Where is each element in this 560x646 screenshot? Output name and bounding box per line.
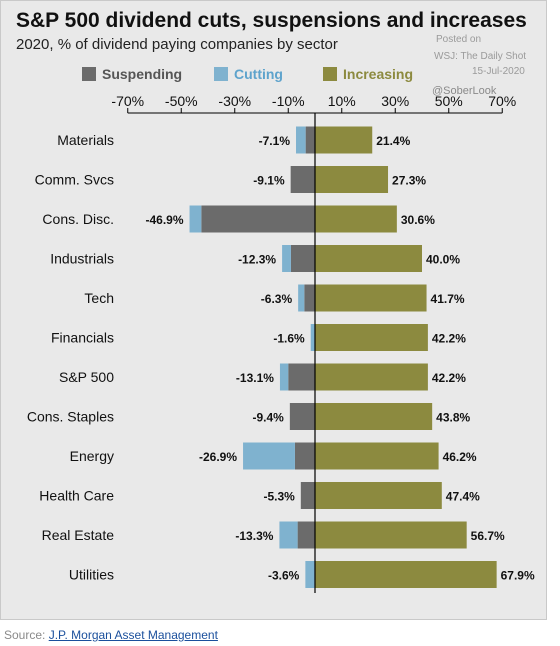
cutting-bar-3 bbox=[282, 245, 291, 272]
increasing-bar-10 bbox=[315, 521, 467, 549]
cutting-bar-0 bbox=[296, 126, 306, 154]
increase-label-4: 41.7% bbox=[431, 292, 465, 306]
increasing-bar-11 bbox=[315, 561, 497, 588]
suspending-bar-4 bbox=[304, 284, 315, 312]
increase-label-3: 40.0% bbox=[426, 253, 460, 267]
increase-label-5: 42.2% bbox=[432, 332, 466, 346]
chart-subtitle: 2020, % of dividend paying companies by … bbox=[16, 36, 338, 53]
legend-suspending: Suspending bbox=[82, 66, 182, 82]
suspending-bar-3 bbox=[290, 245, 315, 272]
cut-total-label-3: -12.3% bbox=[238, 253, 276, 267]
cutting-bar-8 bbox=[243, 442, 295, 470]
increasing-bar-7 bbox=[315, 403, 433, 430]
legend-suspending-swatch bbox=[82, 67, 96, 81]
increase-label-2: 30.6% bbox=[401, 213, 435, 227]
cutting-bar-6 bbox=[279, 363, 289, 391]
increasing-bar-8 bbox=[315, 442, 439, 470]
increase-label-8: 46.2% bbox=[443, 450, 477, 464]
x-tick-label-2: -30% bbox=[218, 93, 251, 109]
category-label-4: Tech bbox=[84, 290, 114, 306]
watermark-date: 15-Jul-2020 bbox=[472, 66, 525, 77]
suspending-bar-10 bbox=[297, 521, 315, 549]
category-label-3: Industrials bbox=[50, 251, 114, 267]
increasing-bar-1 bbox=[315, 166, 389, 193]
cut-total-label-7: -9.4% bbox=[252, 411, 284, 425]
chart-frame bbox=[0, 0, 547, 620]
cutting-bar-2 bbox=[189, 205, 202, 233]
x-tick-label-1: -50% bbox=[165, 93, 198, 109]
source-label: Source: bbox=[4, 628, 46, 642]
category-label-7: Cons. Staples bbox=[27, 409, 114, 425]
suspending-bar-7 bbox=[289, 403, 315, 430]
cutting-bar-10 bbox=[279, 521, 298, 549]
legend-cutting-label: Cutting bbox=[234, 66, 283, 82]
category-label-8: Energy bbox=[70, 448, 114, 464]
cut-total-label-4: -6.3% bbox=[261, 292, 293, 306]
category-label-10: Real Estate bbox=[42, 527, 115, 543]
category-label-9: Health Care bbox=[39, 488, 114, 504]
source-link[interactable]: J.P. Morgan Asset Management bbox=[48, 628, 218, 642]
cutting-bar-4 bbox=[298, 284, 305, 312]
legend-increasing-label: Increasing bbox=[343, 66, 414, 82]
x-tick-label-3: -10% bbox=[272, 93, 305, 109]
cut-total-label-5: -1.6% bbox=[273, 332, 305, 346]
suspending-bar-0 bbox=[305, 126, 315, 154]
category-label-2: Cons. Disc. bbox=[42, 211, 114, 227]
watermark-posted-on: Posted on bbox=[436, 34, 482, 45]
category-label-0: Materials bbox=[57, 132, 114, 148]
increase-label-11: 67.9% bbox=[501, 569, 535, 583]
increase-label-1: 27.3% bbox=[392, 174, 426, 188]
cut-total-label-1: -9.1% bbox=[253, 174, 285, 188]
legend-suspending-label: Suspending bbox=[102, 66, 183, 82]
cutting-bar-11 bbox=[305, 561, 315, 588]
legend-cutting-swatch bbox=[214, 67, 228, 81]
cutting-bar-5 bbox=[310, 324, 315, 351]
x-tick-label-6: 50% bbox=[435, 93, 463, 109]
cut-total-label-10: -13.3% bbox=[235, 529, 273, 543]
increase-label-0: 21.4% bbox=[376, 134, 410, 148]
cut-total-label-6: -13.1% bbox=[236, 371, 274, 385]
category-label-1: Comm. Svcs bbox=[35, 172, 114, 188]
category-label-5: Financials bbox=[51, 330, 114, 346]
increasing-bar-2 bbox=[315, 205, 397, 233]
increase-label-6: 42.2% bbox=[432, 371, 466, 385]
watermark-outlet: WSJ: The Daily Shot bbox=[434, 51, 527, 62]
cut-total-label-0: -7.1% bbox=[259, 134, 291, 148]
legend-cutting: Cutting bbox=[214, 66, 283, 82]
increasing-bar-9 bbox=[315, 482, 442, 509]
increasing-bar-4 bbox=[315, 284, 427, 312]
watermark-handle: @SoberLook bbox=[432, 85, 497, 97]
suspending-bar-9 bbox=[300, 482, 315, 509]
source-line: Source: J.P. Morgan Asset Management bbox=[4, 628, 218, 642]
chart-title: S&P 500 dividend cuts, suspensions and i… bbox=[16, 9, 527, 32]
category-label-6: S&P 500 bbox=[59, 369, 114, 385]
x-tick-label-7: 70% bbox=[488, 93, 516, 109]
suspending-bar-2 bbox=[201, 205, 315, 233]
cut-total-label-2: -46.9% bbox=[146, 213, 184, 227]
cut-total-label-11: -3.6% bbox=[268, 569, 300, 583]
increasing-bar-0 bbox=[315, 126, 373, 154]
legend-increasing: Increasing bbox=[323, 66, 413, 82]
cut-total-label-9: -5.3% bbox=[263, 490, 295, 504]
increasing-bar-5 bbox=[315, 324, 428, 351]
increase-label-9: 47.4% bbox=[446, 490, 480, 504]
category-label-11: Utilities bbox=[69, 567, 114, 583]
increasing-bar-6 bbox=[315, 363, 428, 391]
suspending-bar-6 bbox=[288, 363, 315, 391]
legend-increasing-swatch bbox=[323, 67, 337, 81]
suspending-bar-8 bbox=[294, 442, 315, 470]
suspending-bar-1 bbox=[290, 166, 315, 193]
increase-label-10: 56.7% bbox=[471, 529, 505, 543]
x-tick-label-0: -70% bbox=[111, 93, 144, 109]
cut-total-label-8: -26.9% bbox=[199, 450, 237, 464]
x-tick-label-4: 10% bbox=[328, 93, 356, 109]
increasing-bar-3 bbox=[315, 245, 422, 272]
increase-label-7: 43.8% bbox=[436, 411, 470, 425]
x-tick-label-5: 30% bbox=[381, 93, 409, 109]
